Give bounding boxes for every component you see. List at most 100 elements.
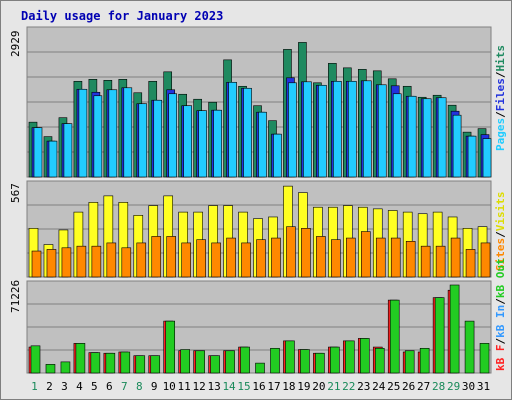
- x-tick-label: 4: [76, 380, 83, 393]
- visits-sites-panel: [26, 180, 492, 278]
- sites-bar: [76, 245, 87, 278]
- sites-bar: [166, 236, 177, 278]
- sites-bar: [226, 237, 236, 278]
- x-tick-label: 11: [178, 380, 191, 393]
- kb-out-bar: [404, 350, 415, 374]
- kb-out-bar: [345, 340, 355, 374]
- kb-out-bar: [90, 352, 101, 374]
- sites-bar: [181, 242, 191, 278]
- x-tick-label: 8: [136, 380, 143, 393]
- kb-out-bar: [434, 297, 445, 374]
- sites-bar: [61, 247, 72, 278]
- kb-out-bar: [330, 346, 340, 374]
- x-tick-label: 23: [357, 380, 370, 393]
- x-tick-label: 25: [387, 380, 400, 393]
- x-tick-label: 5: [91, 380, 98, 393]
- x-tick-label: 31: [477, 380, 490, 393]
- sites-bar: [271, 237, 281, 278]
- pages-bar: [168, 93, 178, 178]
- x-tick-label: 29: [447, 380, 460, 393]
- pages-bar: [348, 80, 357, 178]
- kb-out-bar: [449, 284, 460, 374]
- sites-bar: [106, 242, 117, 278]
- sites-bar: [390, 237, 401, 278]
- sites-bar: [435, 245, 446, 278]
- hits-files-pages-panel: [26, 26, 492, 178]
- pages-bar: [33, 127, 43, 178]
- pages-bar: [303, 81, 312, 178]
- kb-out-bar: [60, 361, 71, 374]
- pages-bar: [153, 99, 163, 178]
- x-tick-label: 21: [327, 380, 340, 393]
- legend-kb: kB F/kB In/kB Out: [494, 258, 507, 371]
- sites-bar: [405, 241, 416, 278]
- pages-bar: [123, 87, 133, 178]
- sites-bar: [301, 228, 311, 278]
- pages-bar: [228, 81, 237, 178]
- x-tick-label: 28: [432, 380, 445, 393]
- kb-out-bar: [359, 338, 370, 374]
- panel2-max-label: 567: [9, 183, 22, 203]
- legend-item: kB F: [494, 345, 507, 372]
- x-tick-label: 16: [252, 380, 265, 393]
- sites-bar: [46, 249, 57, 278]
- panel3-max-label: 71226: [9, 280, 22, 313]
- x-tick-label: 14: [222, 380, 236, 393]
- kb-out-bar: [270, 347, 280, 374]
- kb-out-bar: [135, 355, 146, 374]
- legend-item: kB Out: [494, 258, 507, 298]
- sites-bar: [450, 237, 461, 278]
- sites-bar: [151, 236, 162, 278]
- legend-separator: /: [494, 111, 507, 118]
- x-tick-label: 26: [402, 380, 415, 393]
- kb-panel: [26, 280, 492, 374]
- sites-bar: [420, 245, 431, 278]
- pages-bar: [288, 82, 297, 178]
- legend-item: Files: [494, 78, 507, 111]
- pages-bar: [392, 93, 402, 178]
- kb-out-bar: [195, 350, 205, 374]
- sites-bar: [211, 242, 221, 278]
- x-tick-label: 27: [417, 380, 430, 393]
- x-tick-label: 17: [267, 380, 280, 393]
- kb-out-bar: [165, 320, 176, 374]
- legend-text: Pages/Files/Hits: [494, 45, 507, 151]
- pages-bar: [243, 87, 252, 178]
- x-tick-label: 3: [61, 380, 68, 393]
- x-tick-label: 24: [372, 380, 386, 393]
- pages-bar: [48, 140, 58, 178]
- pages-bar: [318, 84, 327, 178]
- legend-item: Hits: [494, 45, 507, 72]
- sites-bar: [286, 226, 296, 278]
- pages-bar: [362, 80, 372, 178]
- legend-visits-sites: Sites/Visits: [494, 192, 507, 272]
- legend-text: kB F/kB In/kB Out: [494, 258, 507, 371]
- kb-out-bar: [210, 355, 220, 374]
- kb-out-bar: [45, 364, 56, 374]
- pages-bar: [63, 123, 73, 178]
- legend-item: kB In: [494, 305, 507, 338]
- x-tick-label: 13: [207, 380, 220, 393]
- legend-separator: /: [494, 71, 507, 78]
- pages-bar: [452, 114, 462, 178]
- legend-item: Visits: [494, 192, 507, 232]
- pages-bar: [258, 111, 267, 178]
- x-tick-label: 30: [462, 380, 475, 393]
- legend-separator: /: [494, 338, 507, 345]
- kb-out-bar: [240, 346, 250, 374]
- sites-bar: [241, 242, 251, 278]
- pages-bar: [78, 88, 88, 178]
- x-tick-label: 19: [297, 380, 310, 393]
- panel1-max-label: 2929: [9, 31, 22, 58]
- sites-bar: [316, 236, 326, 278]
- kb-out-bar: [105, 352, 116, 374]
- x-axis-labels: 1 2 3 4 5 6 7 8 9 10 11 12 13 14 15 16 17 18 19 20 21 22 23 24 2…: [31, 380, 490, 393]
- sites-bar: [360, 231, 371, 278]
- sites-bar: [31, 250, 42, 278]
- kb-out-bar: [419, 347, 430, 374]
- sites-bar: [331, 239, 341, 278]
- pages-bar: [213, 109, 222, 178]
- x-tick-label: 1: [31, 380, 38, 393]
- sites-bar: [91, 245, 102, 278]
